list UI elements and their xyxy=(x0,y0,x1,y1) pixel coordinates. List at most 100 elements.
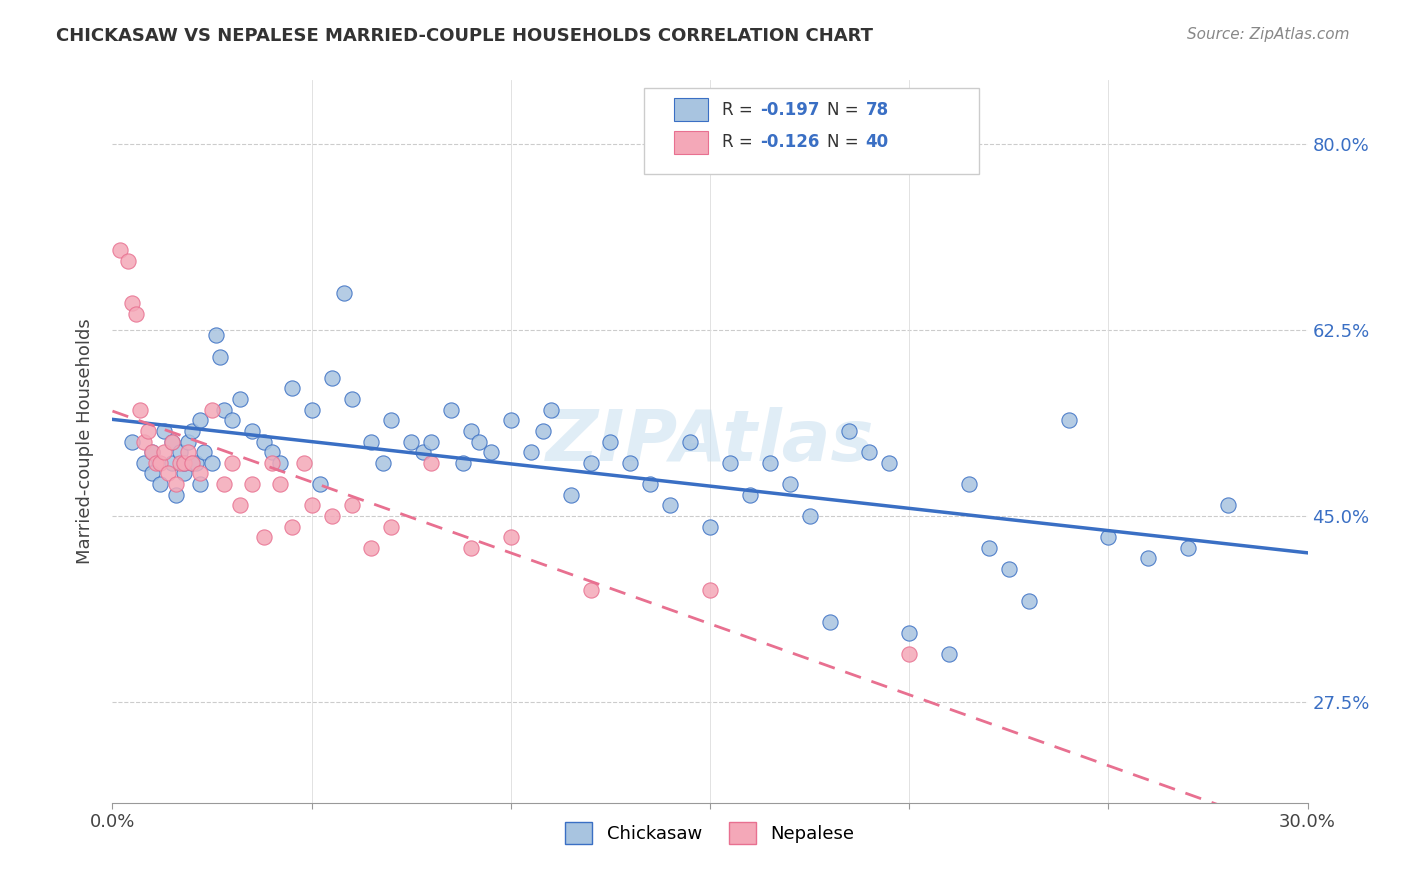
Text: Source: ZipAtlas.com: Source: ZipAtlas.com xyxy=(1187,27,1350,42)
Point xyxy=(169,456,191,470)
Point xyxy=(173,467,195,481)
Point xyxy=(818,615,841,630)
Point xyxy=(229,498,252,512)
Text: 40: 40 xyxy=(866,134,889,152)
Point xyxy=(308,477,330,491)
Point xyxy=(468,434,491,449)
Point xyxy=(153,424,176,438)
Point xyxy=(221,413,243,427)
Point xyxy=(121,296,143,310)
Point xyxy=(957,477,980,491)
Point xyxy=(117,253,139,268)
Point xyxy=(149,477,172,491)
Point xyxy=(412,445,434,459)
Point xyxy=(520,445,543,459)
Point xyxy=(938,647,960,661)
Point xyxy=(177,445,200,459)
Point xyxy=(269,477,291,491)
Point xyxy=(321,371,343,385)
Point xyxy=(181,424,204,438)
Point xyxy=(221,456,243,470)
Point xyxy=(340,498,363,512)
Point xyxy=(499,413,522,427)
Point xyxy=(169,445,191,459)
Point xyxy=(188,477,211,491)
FancyBboxPatch shape xyxy=(644,87,979,174)
Point xyxy=(165,488,187,502)
Point xyxy=(253,434,276,449)
Point xyxy=(460,541,482,555)
Point xyxy=(1216,498,1239,512)
Point xyxy=(173,456,195,470)
Point xyxy=(898,625,921,640)
Point xyxy=(188,467,211,481)
Point xyxy=(1137,551,1160,566)
Point xyxy=(998,562,1021,576)
Text: ZIPAtlas: ZIPAtlas xyxy=(546,407,875,476)
Point xyxy=(699,583,721,598)
Point xyxy=(121,434,143,449)
Point xyxy=(799,508,821,523)
Point xyxy=(479,445,502,459)
Point xyxy=(129,402,152,417)
Point xyxy=(360,434,382,449)
Text: -0.126: -0.126 xyxy=(761,134,820,152)
Point xyxy=(1018,594,1040,608)
Point xyxy=(460,424,482,438)
Point xyxy=(898,647,921,661)
Point xyxy=(380,519,402,533)
Point xyxy=(149,456,172,470)
Point xyxy=(301,402,323,417)
Point xyxy=(332,285,354,300)
Point xyxy=(540,402,562,417)
Point xyxy=(253,530,276,544)
Point xyxy=(110,244,132,258)
Point xyxy=(134,434,156,449)
Point xyxy=(181,456,204,470)
Point xyxy=(181,456,204,470)
Text: R =: R = xyxy=(723,134,758,152)
Point xyxy=(281,381,304,395)
Text: R =: R = xyxy=(723,101,758,119)
Text: -0.197: -0.197 xyxy=(761,101,820,119)
Point xyxy=(212,402,235,417)
Point xyxy=(153,445,176,459)
Point xyxy=(269,456,291,470)
Point xyxy=(145,456,167,470)
Point xyxy=(240,477,263,491)
Point xyxy=(858,445,880,459)
Y-axis label: Married-couple Households: Married-couple Households xyxy=(76,318,94,565)
Point xyxy=(201,456,224,470)
Point xyxy=(531,424,554,438)
Point xyxy=(1097,530,1119,544)
Point xyxy=(157,467,180,481)
Point xyxy=(879,456,901,470)
Point xyxy=(679,434,702,449)
Point xyxy=(360,541,382,555)
Point xyxy=(977,541,1000,555)
Point xyxy=(560,488,582,502)
Point xyxy=(420,456,443,470)
Point xyxy=(193,445,215,459)
Point xyxy=(209,350,232,364)
Point xyxy=(173,456,195,470)
Point xyxy=(599,434,621,449)
Point xyxy=(340,392,363,406)
Point xyxy=(205,328,228,343)
Point xyxy=(165,477,187,491)
Point xyxy=(125,307,148,321)
Point xyxy=(579,456,602,470)
Point xyxy=(229,392,252,406)
Point xyxy=(301,498,323,512)
Point xyxy=(134,456,156,470)
Text: CHICKASAW VS NEPALESE MARRIED-COUPLE HOUSEHOLDS CORRELATION CHART: CHICKASAW VS NEPALESE MARRIED-COUPLE HOU… xyxy=(56,27,873,45)
Point xyxy=(420,434,443,449)
Point xyxy=(162,434,183,449)
Point xyxy=(380,413,402,427)
Point xyxy=(401,434,423,449)
Point xyxy=(619,456,641,470)
Point xyxy=(440,402,463,417)
Point xyxy=(373,456,395,470)
Point xyxy=(186,456,208,470)
Point xyxy=(659,498,682,512)
